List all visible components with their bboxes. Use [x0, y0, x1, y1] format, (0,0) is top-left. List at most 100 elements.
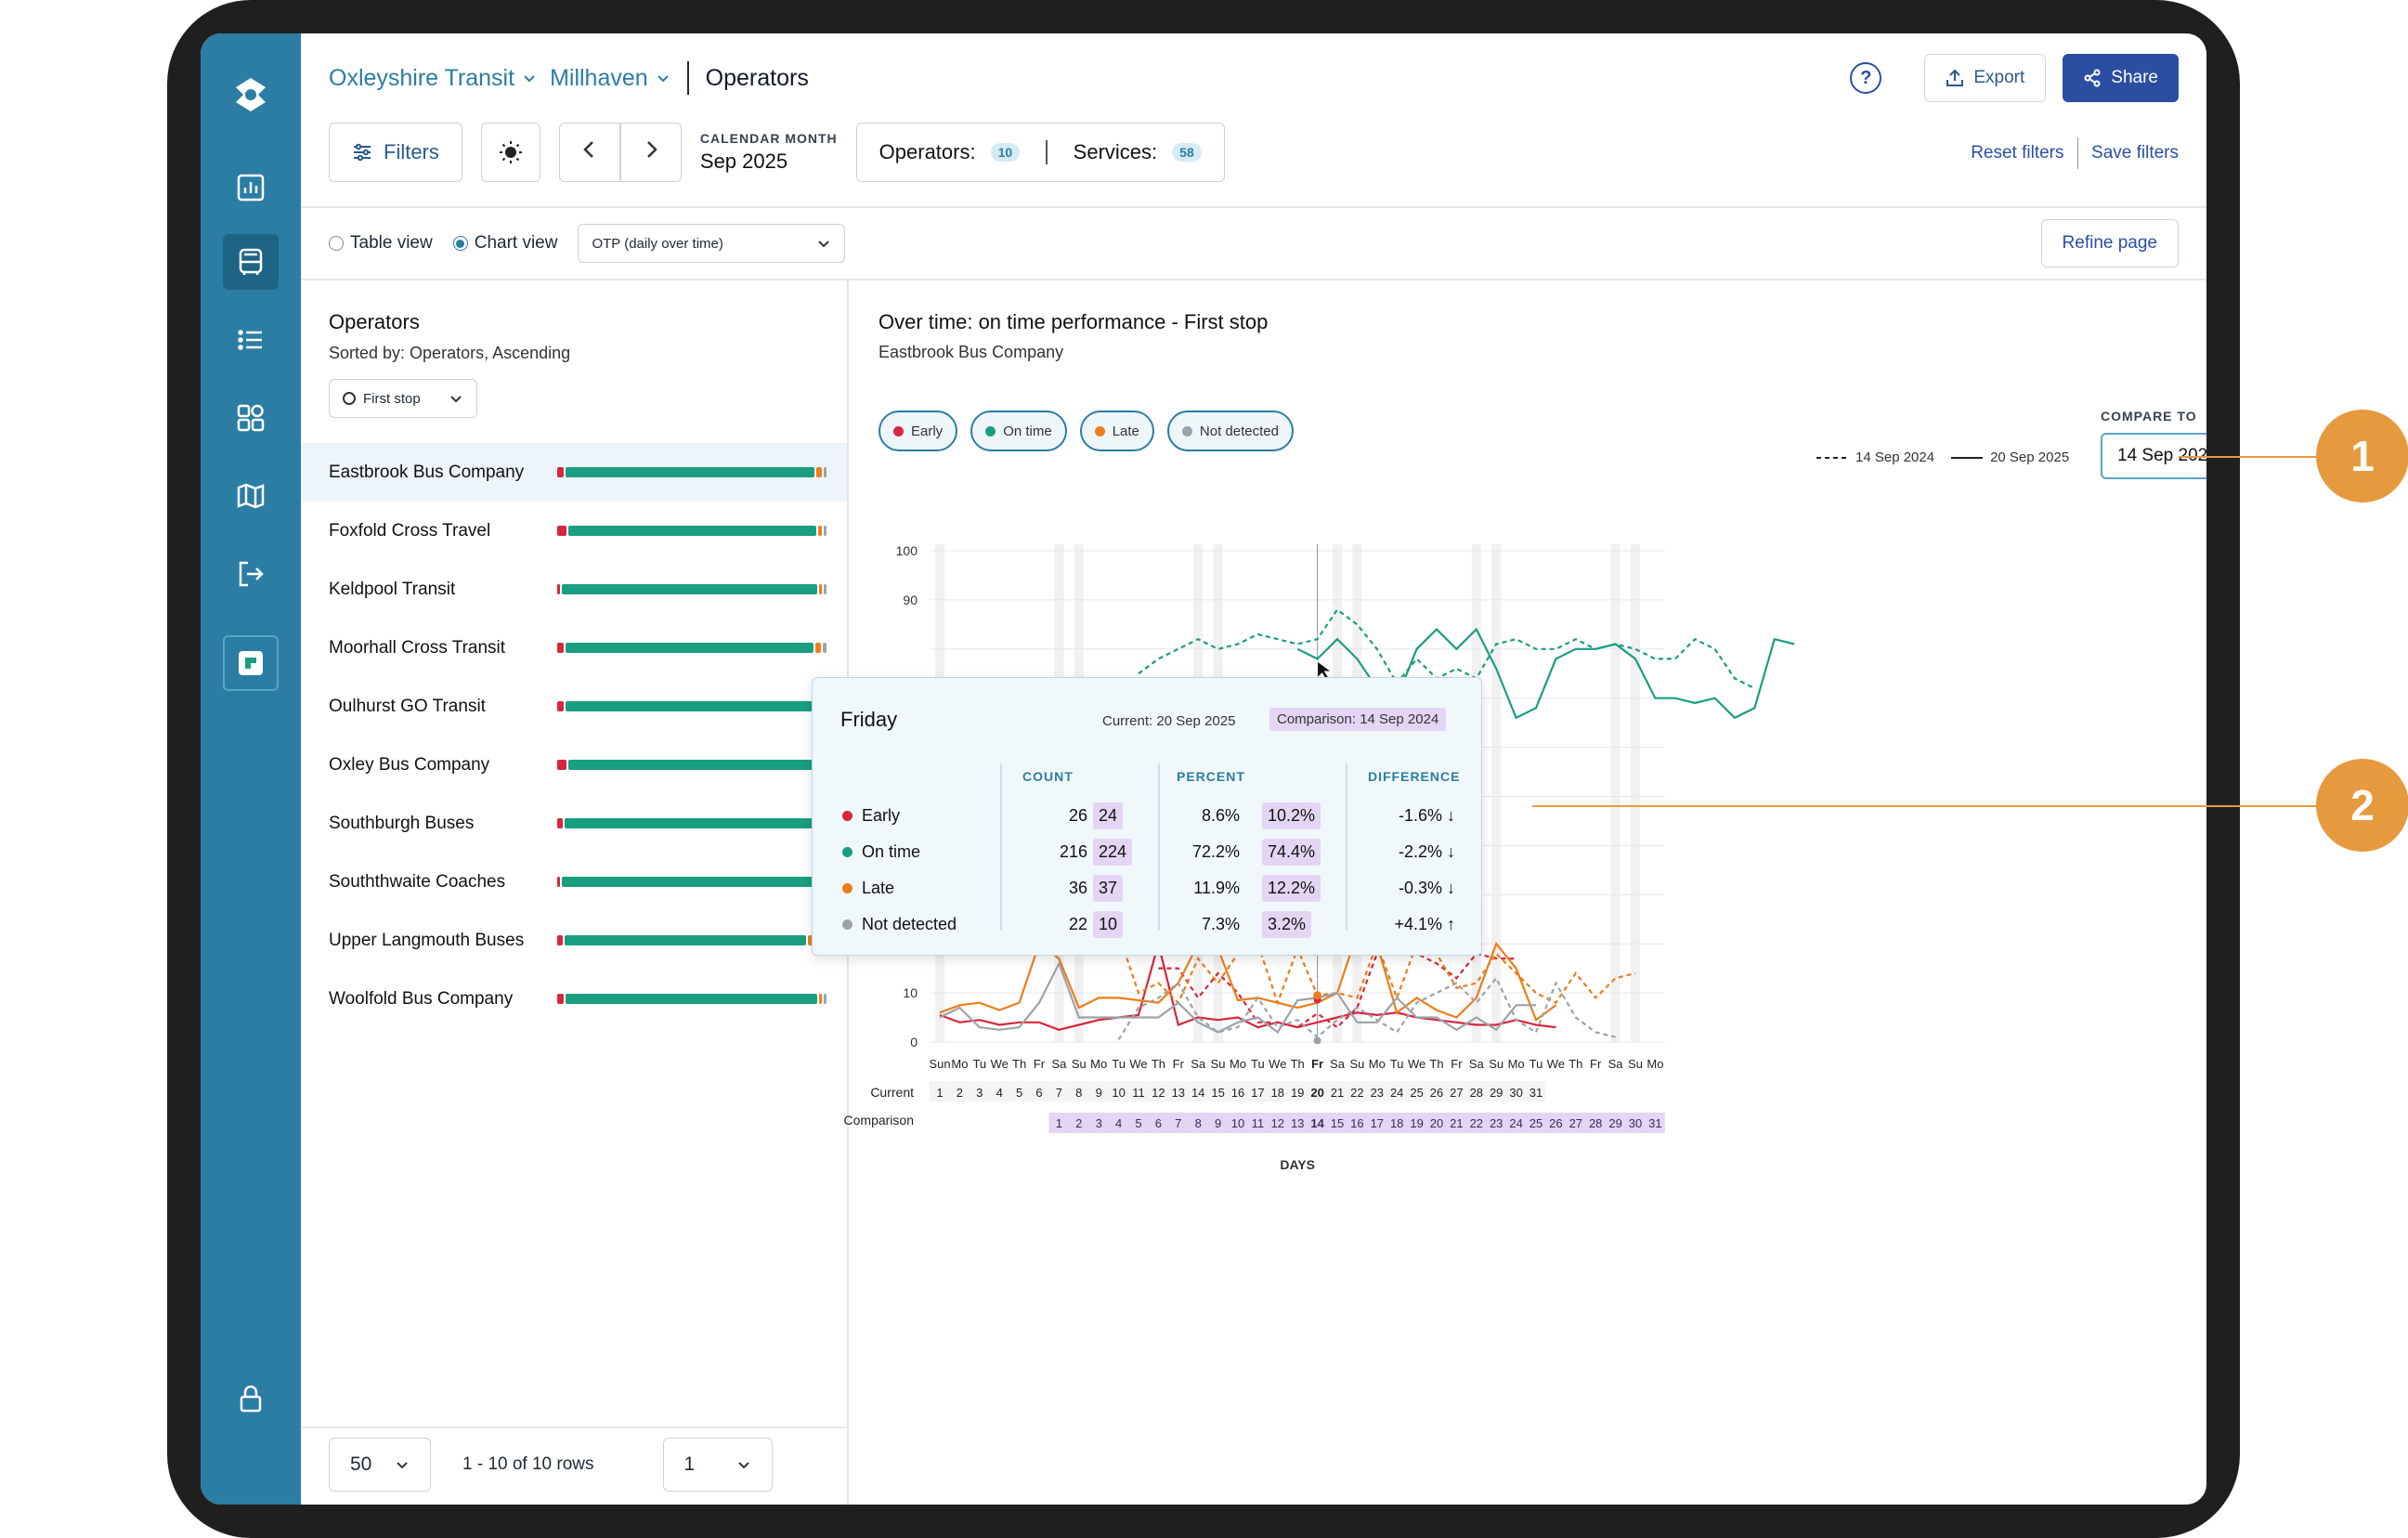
scope-summary[interactable]: Operators: 10 Services: 58 — [855, 123, 1225, 182]
chart-view-label: Chart view — [474, 233, 558, 253]
breadcrumb-org[interactable]: Oxleyshire Transit — [329, 65, 537, 92]
x-weekday-label: Th — [1429, 1057, 1443, 1071]
current-day-label: 17 — [1251, 1086, 1264, 1100]
bar-segment-early — [557, 467, 565, 477]
x-weekday-label: We — [991, 1057, 1009, 1071]
tooltip-col-divider — [1000, 763, 1002, 931]
current-day-label: 13 — [1172, 1086, 1185, 1100]
bar-segment-late — [818, 584, 823, 594]
x-weekday-label: Su — [1072, 1057, 1087, 1071]
operator-row[interactable]: Southburgh Buses — [301, 794, 847, 853]
operator-row[interactable]: Oulhurst GO Transit — [301, 677, 847, 736]
bar-segment-ontime — [561, 584, 817, 594]
workspace-switch-icon[interactable] — [223, 635, 279, 691]
operator-row[interactable]: Keldpool Transit — [301, 560, 847, 619]
reset-filters-link[interactable]: Reset filters — [1971, 143, 2064, 163]
weekend-band — [1631, 544, 1640, 1042]
legend-chip[interactable]: On time — [970, 411, 1067, 451]
operator-row[interactable]: Oxley Bus Company — [301, 736, 847, 794]
legend-dot-icon — [1094, 425, 1105, 437]
filters-label: Filters — [384, 140, 439, 163]
stop-select[interactable]: First stop — [329, 379, 477, 418]
sidebar-rail — [201, 33, 301, 1505]
legend-chip[interactable]: Not detected — [1166, 411, 1294, 451]
x-weekday-label: Su — [1489, 1057, 1503, 1071]
logout-icon[interactable] — [223, 546, 279, 602]
page-size-select[interactable]: 50 — [329, 1438, 431, 1492]
otp-stacked-bar — [557, 467, 827, 477]
comparison-day-label: 21 — [1450, 1116, 1463, 1130]
reports-chart-icon[interactable] — [223, 160, 279, 215]
operator-row[interactable]: Upper Langmouth Buses — [301, 911, 847, 970]
current-day-label: 28 — [1470, 1086, 1483, 1100]
comparison-day-label: 31 — [1648, 1116, 1661, 1130]
current-day-label: 23 — [1371, 1086, 1384, 1100]
tooltip-comparison-percent: 10.2% — [1262, 802, 1321, 829]
series-line-on-time-dashed — [1138, 607, 1755, 690]
page-size-value: 50 — [350, 1453, 372, 1475]
page-number-select[interactable]: 1 — [662, 1438, 773, 1492]
operator-row[interactable]: Souththwaite Coaches — [301, 853, 847, 911]
map-icon[interactable] — [223, 468, 279, 524]
current-day-label: 5 — [1016, 1086, 1022, 1100]
chevron-right-icon[interactable] — [621, 137, 681, 168]
app-logo-icon[interactable] — [223, 67, 279, 123]
bus-icon[interactable] — [223, 234, 279, 290]
export-label: Export — [1973, 68, 2025, 87]
operator-row[interactable]: Foxfold Cross Travel — [301, 502, 847, 560]
tooltip-comparison-count: 224 — [1093, 839, 1133, 866]
bar-segment-ontime — [561, 877, 816, 887]
bar-segment-early — [557, 526, 567, 536]
filters-button[interactable]: Filters — [329, 123, 462, 182]
bar-segment-early — [557, 584, 560, 594]
tooltip-row-name: Early — [862, 806, 901, 825]
operator-name: Southburgh Buses — [329, 813, 475, 833]
legend-label: Early — [911, 423, 944, 439]
otp-line-chart[interactable]: 01020304090100% REACHEDSunMoTuWeThFrSaSu… — [828, 516, 2206, 1501]
operator-row[interactable]: Eastbrook Bus Company — [301, 443, 847, 502]
table-view-radio[interactable]: Table view — [329, 233, 433, 254]
tooltip-comparison-percent: 74.4% — [1262, 839, 1321, 866]
lock-icon[interactable] — [223, 1371, 279, 1427]
export-button[interactable]: Export — [1924, 54, 2047, 102]
current-row-band — [930, 1081, 1546, 1101]
theme-toggle-button[interactable] — [480, 123, 540, 182]
legend-chip[interactable]: Early — [879, 411, 958, 451]
x-weekday-label: Mo — [1508, 1057, 1525, 1071]
x-weekday-label: Sa — [1469, 1057, 1485, 1071]
help-icon[interactable]: ? — [1850, 62, 1882, 94]
x-weekday-label: Tu — [1529, 1057, 1543, 1071]
current-day-label: 29 — [1490, 1086, 1503, 1100]
operator-row[interactable]: Woolfold Bus Company — [301, 970, 847, 1028]
comparison-day-label: 20 — [1430, 1116, 1443, 1130]
list-icon[interactable] — [223, 312, 279, 368]
refine-page-button[interactable]: Refine page — [2040, 219, 2179, 267]
breadcrumb-divider — [686, 61, 689, 95]
chevron-down-icon — [657, 75, 669, 83]
current-day-label: 8 — [1075, 1086, 1082, 1100]
x-weekday-label: We — [1269, 1057, 1286, 1071]
otp-stacked-bar — [557, 701, 827, 711]
save-filters-link[interactable]: Save filters — [2091, 143, 2179, 163]
callout-1-badge: 1 — [2316, 410, 2408, 502]
x-weekday-label: Mo — [1369, 1057, 1386, 1071]
radio-circle — [329, 236, 344, 251]
apps-grid-icon[interactable] — [223, 390, 279, 446]
breadcrumb-area[interactable]: Millhaven — [550, 65, 670, 92]
comparison-row-label: Comparison — [844, 1113, 914, 1127]
bar-segment-ontime — [566, 643, 814, 653]
legend-chip[interactable]: Late — [1079, 411, 1154, 451]
comparison-day-label: 1 — [1056, 1116, 1062, 1130]
header-actions: ? Export Share — [1850, 54, 2179, 102]
metric-select[interactable]: OTP (daily over time) — [578, 224, 846, 263]
current-day-label: 3 — [976, 1086, 983, 1100]
tooltip-row: Early 26 24 8.6% 10.2% -1.6% ↓ — [813, 802, 1483, 832]
chart-view-radio[interactable]: Chart view — [452, 233, 558, 254]
bar-segment-ontime — [564, 818, 815, 828]
tooltip-row-name: On time — [862, 842, 921, 861]
comparison-day-label: 18 — [1390, 1116, 1403, 1130]
chevron-left-icon[interactable] — [560, 137, 619, 168]
operator-row[interactable]: Moorhall Cross Transit — [301, 619, 847, 677]
compare-to-select[interactable]: 14 Sep 2024 — [2101, 433, 2206, 479]
share-button[interactable]: Share — [2063, 54, 2179, 102]
